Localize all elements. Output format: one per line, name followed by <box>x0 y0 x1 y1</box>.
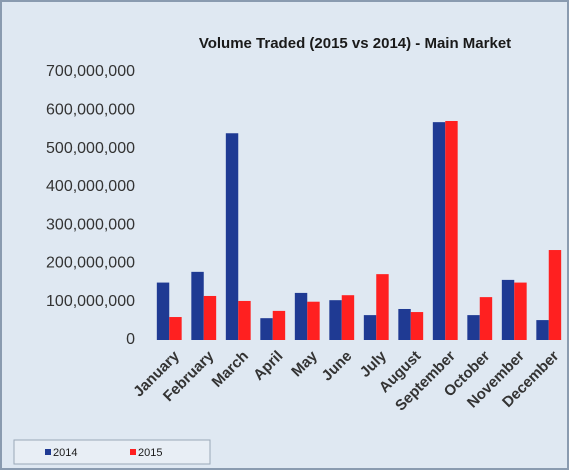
bar <box>238 300 251 340</box>
bar <box>341 295 355 340</box>
bar <box>363 315 377 340</box>
y-tick-label: 500,000,000 <box>46 140 135 157</box>
y-tick-label: 200,000,000 <box>46 255 135 272</box>
bar <box>203 295 217 340</box>
bar <box>260 318 273 340</box>
y-tick-label: 300,000,000 <box>46 216 135 233</box>
bar <box>272 310 286 340</box>
y-tick-label: 400,000,000 <box>46 178 135 195</box>
bar <box>169 317 182 340</box>
bar <box>307 301 320 340</box>
bar <box>191 271 204 340</box>
bar <box>548 250 562 340</box>
bar <box>376 274 389 340</box>
bar <box>225 133 239 340</box>
bar <box>294 292 308 340</box>
bar <box>445 121 458 341</box>
y-tick-label: 0 <box>126 331 135 348</box>
legend-label: 2014 <box>53 447 77 459</box>
bar <box>536 320 549 340</box>
legend-label: 2015 <box>138 447 162 459</box>
bar <box>398 308 411 340</box>
chart-title: Volume Traded (2015 vs 2014) - Main Mark… <box>199 35 511 52</box>
legend-swatch <box>130 449 136 455</box>
bar <box>156 282 170 340</box>
bar <box>514 282 527 340</box>
legend-swatch <box>45 449 51 455</box>
bar <box>329 300 342 340</box>
bar <box>432 122 446 340</box>
y-tick-label: 600,000,000 <box>46 102 135 119</box>
y-tick-label: 700,000,000 <box>46 63 135 80</box>
legend-box <box>13 439 211 465</box>
bar <box>410 312 424 340</box>
bar <box>501 279 515 340</box>
y-tick-label: 100,000,000 <box>46 293 135 310</box>
bar <box>479 297 493 340</box>
bar <box>467 315 480 340</box>
